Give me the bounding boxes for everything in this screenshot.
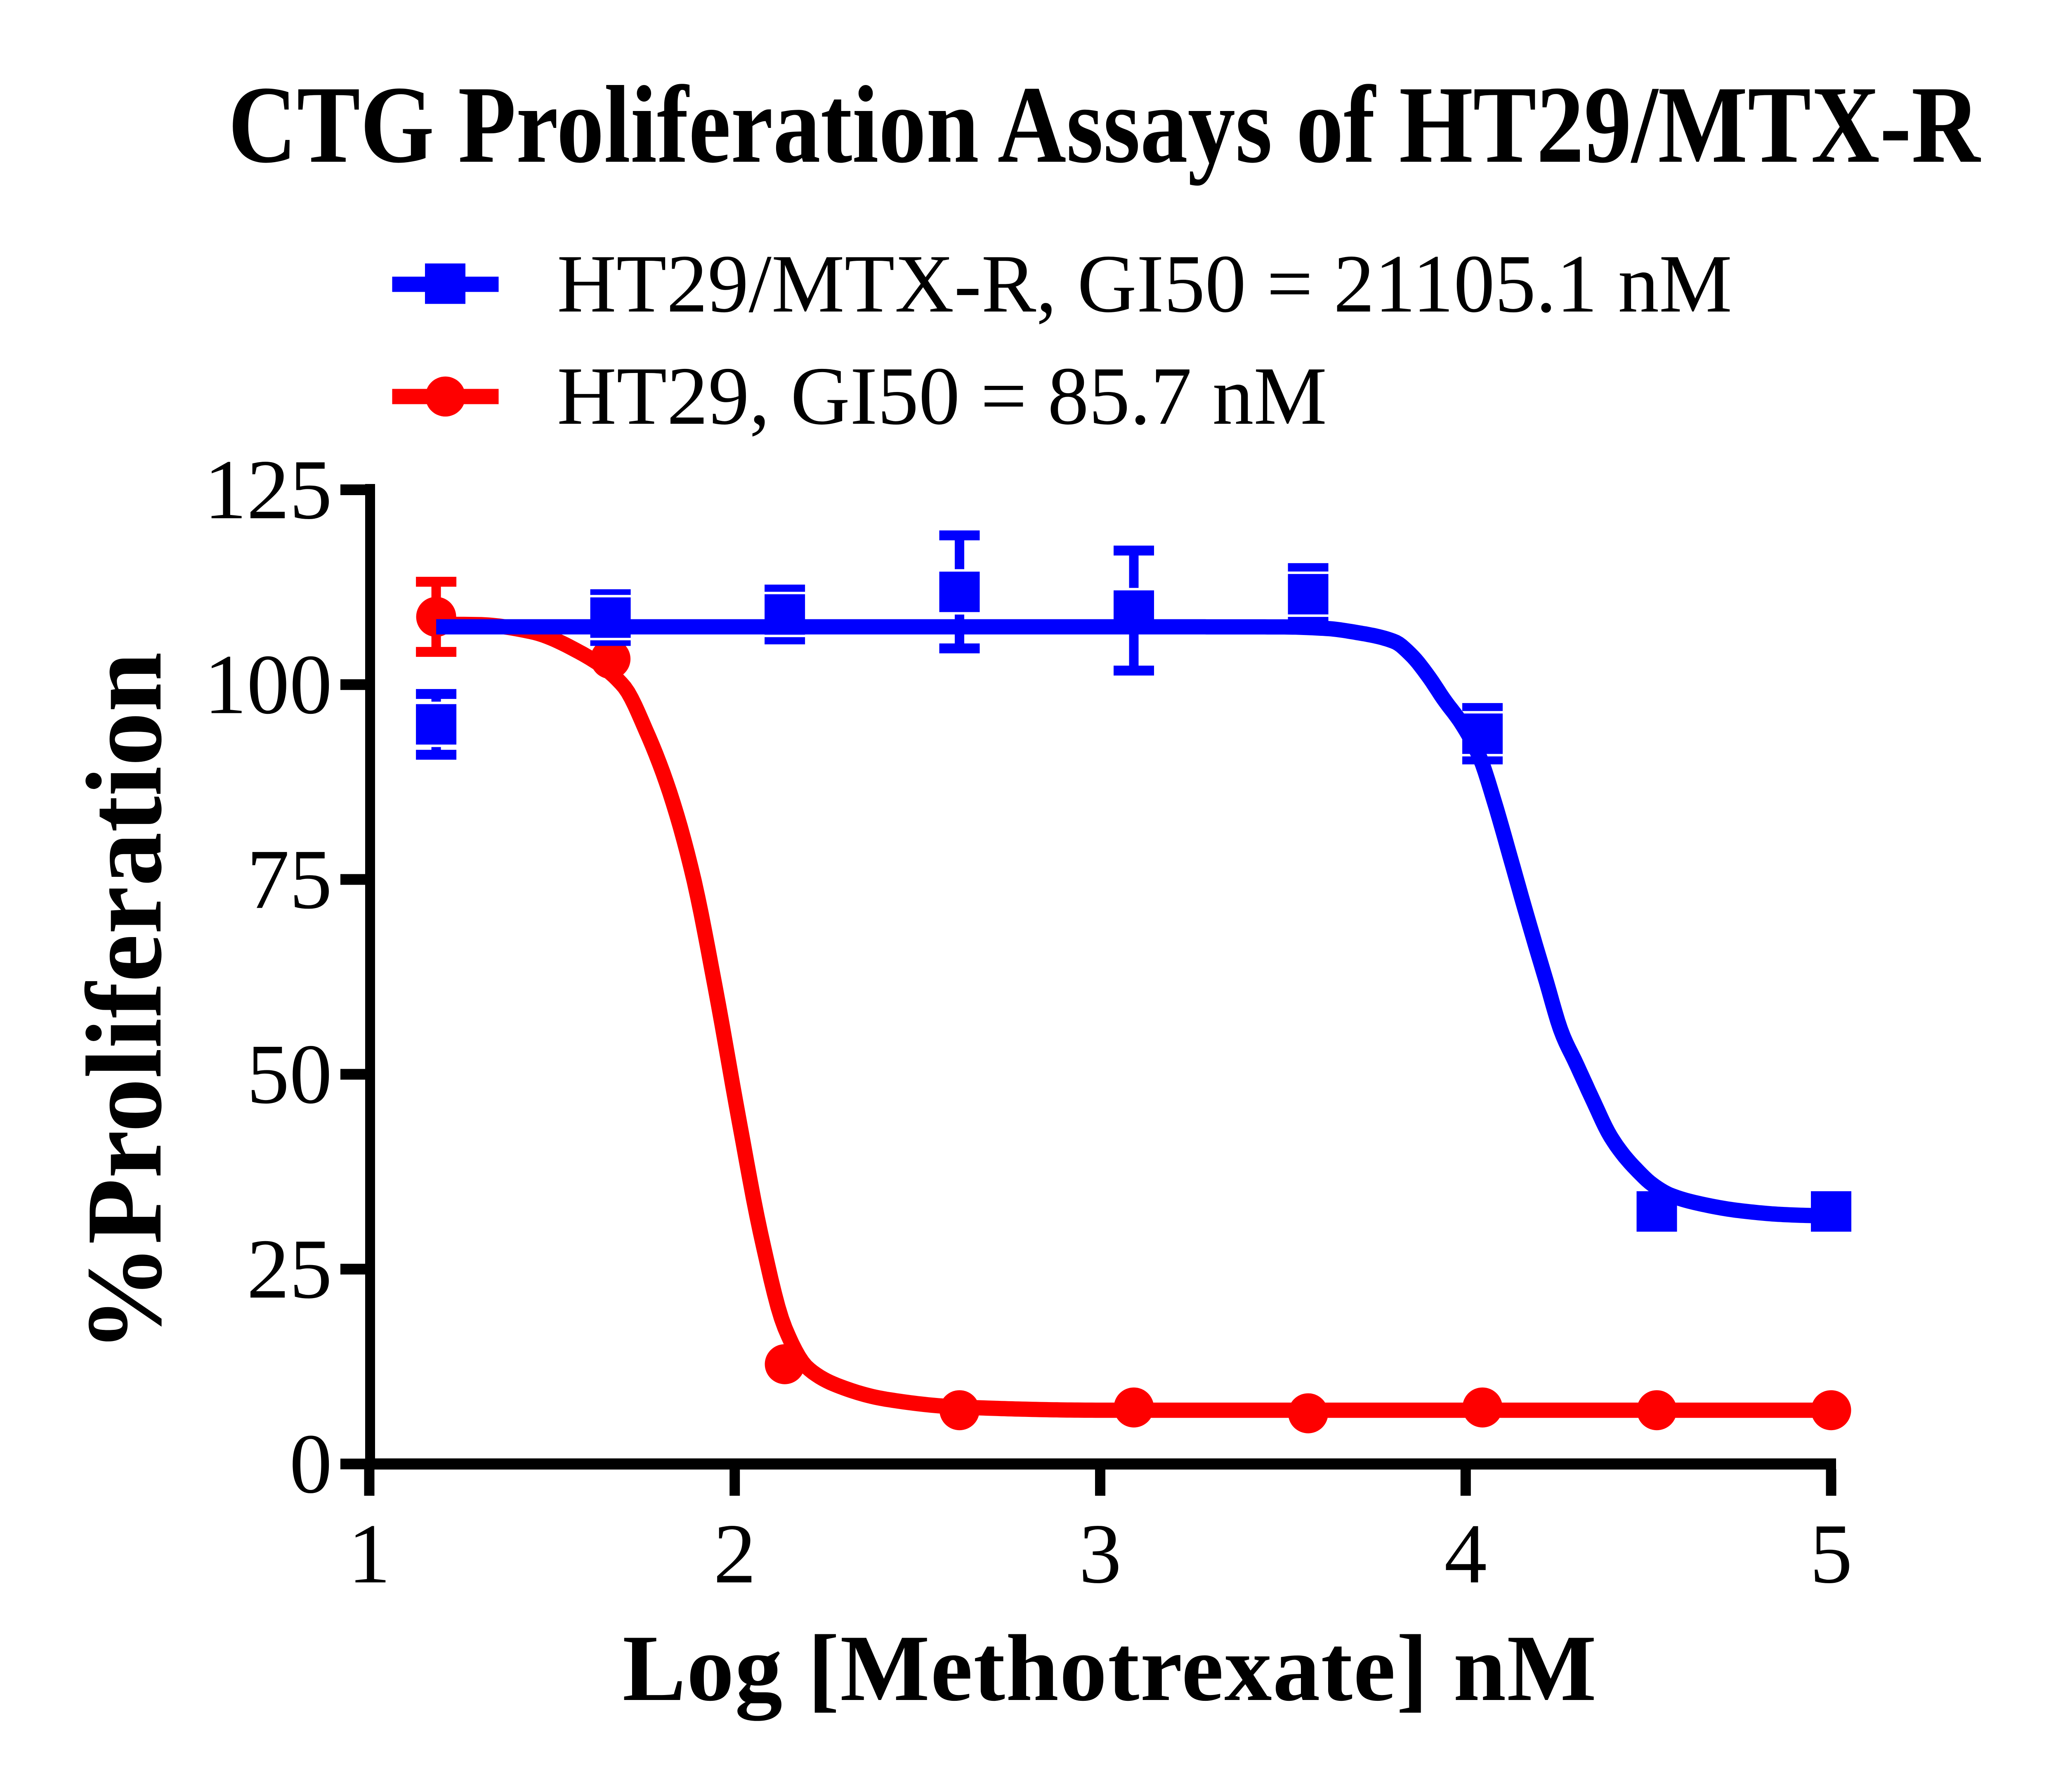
- svg-text:CTG Proliferation Assays of HT: CTG Proliferation Assays of HT29/MTX-R: [228, 63, 1981, 186]
- svg-text:HT29/MTX-R, GI50 = 21105.1 nM: HT29/MTX-R, GI50 = 21105.1 nM: [557, 238, 1732, 330]
- svg-text:100: 100: [204, 637, 333, 732]
- svg-text:50: 50: [247, 1027, 332, 1121]
- svg-text:HT29, GI50 = 85.7 nM: HT29, GI50 = 85.7 nM: [557, 350, 1327, 442]
- svg-text:5: 5: [1810, 1506, 1853, 1601]
- svg-text:1: 1: [348, 1506, 391, 1601]
- svg-text:Log [Methotrexate] nM: Log [Methotrexate] nM: [623, 1615, 1598, 1721]
- svg-text:4: 4: [1444, 1506, 1487, 1601]
- svg-text:125: 125: [204, 442, 333, 537]
- svg-text:3: 3: [1079, 1506, 1122, 1601]
- svg-text:%Proliferation: %Proliferation: [64, 652, 184, 1353]
- svg-text:2: 2: [713, 1506, 756, 1601]
- svg-text:75: 75: [247, 832, 332, 926]
- svg-text:25: 25: [247, 1222, 332, 1316]
- svg-text:0: 0: [290, 1417, 333, 1511]
